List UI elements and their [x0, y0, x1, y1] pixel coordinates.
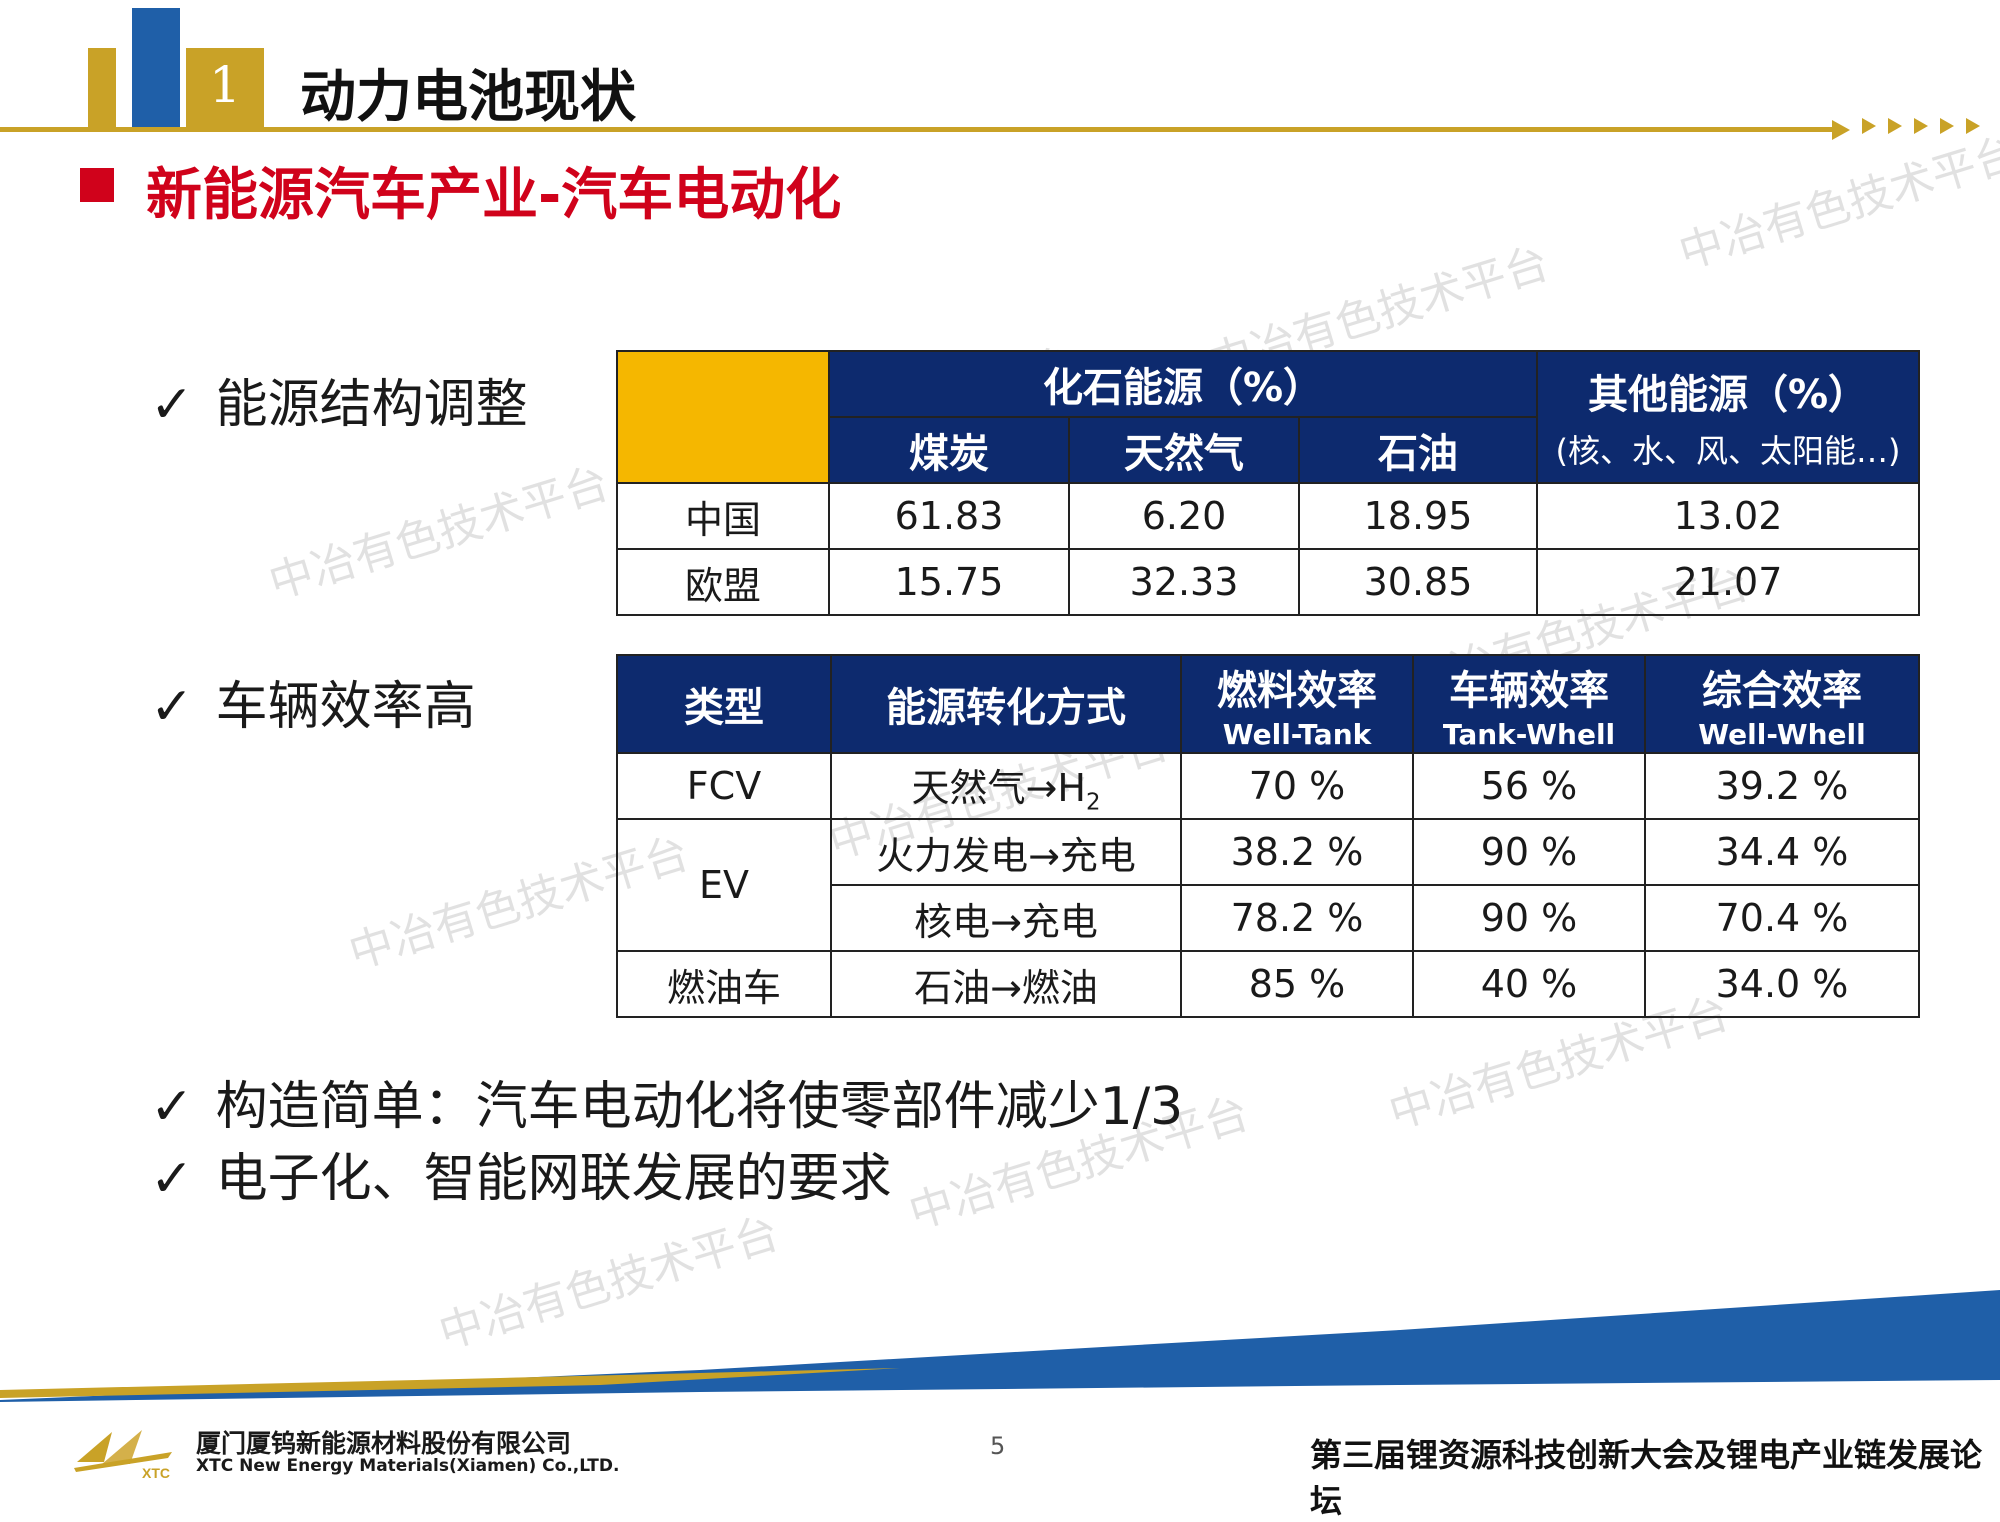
other-energy-title: 其他能源（%） — [1587, 372, 1869, 418]
check-icon: ✓ — [150, 1077, 194, 1137]
chevron-right-icon — [1914, 118, 1928, 134]
table-row: FCV 天然气→H2 70 % 56 % 39.2 % — [616, 752, 1920, 820]
table-cell: 石油→燃油 — [830, 950, 1182, 1018]
table-cell: 18.95 — [1297, 482, 1539, 550]
table-cell: 70 % — [1180, 752, 1414, 820]
method-header: 能源转化方式 — [830, 654, 1182, 754]
slide-subtitle: 新能源汽车产业-汽车电动化 — [146, 163, 842, 228]
footer-wave — [0, 1290, 2000, 1402]
row-label: EV — [616, 818, 832, 952]
subscript: 2 — [1085, 789, 1101, 816]
company-name-cn: 厦门厦钨新能源材料股份有限公司 — [196, 1429, 572, 1458]
table-cell: 40 % — [1412, 950, 1646, 1018]
header-subtitle: Tank-Whell — [1442, 717, 1616, 751]
table-cell: 34.4 % — [1644, 818, 1920, 886]
table-cell: 70.4 % — [1644, 884, 1920, 952]
chevron-right-icon — [1940, 118, 1954, 134]
arrow-head-icon — [1832, 120, 1850, 140]
fossil-energy-header: 化石能源（%） — [827, 350, 1539, 418]
table-cell: 火力发电→充电 — [830, 818, 1182, 886]
table-cell: 32.33 — [1068, 548, 1300, 616]
chevron-right-icon — [1888, 118, 1902, 134]
page-title: 动力电池现状 — [300, 65, 636, 130]
other-energy-note: (核、水、风、太阳能…) — [1555, 432, 1901, 470]
table-cell: 13.02 — [1536, 482, 1921, 550]
bullet-text: 电子化、智能网联发展的要求 — [215, 1149, 892, 1209]
row-label: 燃油车 — [616, 950, 832, 1018]
row-label: 中国 — [616, 482, 830, 550]
logo-text: XTC — [142, 1465, 170, 1481]
chevron-right-icon — [1862, 118, 1876, 134]
header-title: 综合效率 — [1702, 667, 1862, 714]
table-cell: 85 % — [1180, 950, 1414, 1018]
method-text: 天然气→H — [911, 765, 1086, 810]
company-logo-icon: XTC — [74, 1430, 172, 1481]
table-row: 欧盟 15.75 32.33 30.85 21.07 — [616, 548, 1921, 616]
table-cell: 天然气→H2 — [830, 752, 1182, 820]
total-efficiency-header: 综合效率 Well-Whell — [1644, 654, 1920, 754]
table-cell: 核电→充电 — [830, 884, 1182, 952]
row-label: 欧盟 — [616, 548, 830, 616]
table-row: 中国 61.83 6.20 18.95 13.02 — [616, 482, 1921, 550]
table-corner — [616, 350, 830, 484]
vehicle-efficiency-header: 车辆效率 Tank-Whell — [1412, 654, 1646, 754]
table-cell: 34.0 % — [1644, 950, 1920, 1018]
table-cell: 90 % — [1412, 818, 1646, 886]
table-row: 核电→充电 78.2 % 90 % 70.4 % — [617, 884, 1920, 952]
bullet-structure: ✓ 构造简单：汽车电动化将使零部件减少1/3 — [150, 1064, 1183, 1139]
header-subtitle: Well-Whell — [1698, 717, 1866, 751]
bullet-text: 能源结构调整 — [215, 375, 528, 435]
bullet-text: 车辆效率高 — [215, 677, 476, 737]
bullet-electronic: ✓ 电子化、智能网联发展的要求 — [150, 1136, 892, 1211]
bullet-vehicle: ✓ 车辆效率高 — [150, 664, 476, 739]
table-cell: 21.07 — [1536, 548, 1921, 616]
table-row: EV 火力发电→充电 38.2 % 90 % 34.4 % — [616, 818, 1920, 952]
header-bar-blue — [132, 8, 180, 130]
bullet-energy: ✓ 能源结构调整 — [150, 362, 528, 437]
header-title: 燃料效率 — [1217, 667, 1377, 714]
chevron-right-icon — [1966, 118, 1980, 134]
section-number: 1 — [209, 56, 241, 114]
table-cell: 6.20 — [1068, 482, 1300, 550]
row-label: FCV — [616, 752, 832, 820]
table-cell: 30.85 — [1297, 548, 1539, 616]
vehicle-efficiency-table: 类型 能源转化方式 燃料效率 Well-Tank 车辆效率 Tank-Whell… — [616, 654, 1920, 1018]
section-number-box — [186, 48, 264, 130]
table-cell: 38.2 % — [1180, 818, 1414, 886]
check-icon: ✓ — [150, 1149, 194, 1209]
other-energy-header: 其他能源（%） (核、水、风、太阳能…) — [1536, 350, 1921, 484]
fuel-efficiency-header: 燃料效率 Well-Tank — [1180, 654, 1414, 754]
company-name-en: XTC New Energy Materials(Xiamen) Co.,LTD… — [196, 1456, 620, 1476]
table-cell: 15.75 — [828, 548, 1070, 616]
header-title: 车辆效率 — [1449, 667, 1609, 714]
header-bar-gold — [88, 48, 116, 130]
energy-structure-table: 化石能源（%） 其他能源（%） (核、水、风、太阳能…) 煤炭 天然气 石油 中… — [616, 350, 1921, 616]
check-icon: ✓ — [150, 677, 194, 737]
table-cell: 78.2 % — [1180, 884, 1414, 952]
table-cell: 90 % — [1412, 884, 1646, 952]
page-number: 5 — [990, 1432, 1006, 1460]
header-divider — [0, 127, 1840, 132]
table-cell: 39.2 % — [1644, 752, 1920, 820]
table-row: 燃油车 石油→燃油 85 % 40 % 34.0 % — [616, 950, 1920, 1018]
column-header: 天然气 — [1068, 416, 1300, 484]
forum-title: 第三届锂资源科技创新大会及锂电产业链发展论坛 — [1310, 1436, 1983, 1520]
header-subtitle: Well-Tank — [1222, 717, 1372, 751]
type-header: 类型 — [616, 654, 832, 754]
watermark: 中冶有色技术平台 — [263, 457, 615, 610]
bullet-square-icon — [80, 168, 114, 202]
check-icon: ✓ — [150, 375, 194, 435]
column-header: 煤炭 — [828, 416, 1070, 484]
watermark: 中冶有色技术平台 — [1673, 127, 2000, 280]
table-cell: 56 % — [1412, 752, 1646, 820]
column-header: 石油 — [1297, 416, 1539, 484]
bullet-text: 构造简单：汽车电动化将使零部件减少1/3 — [215, 1077, 1184, 1137]
table-cell: 61.83 — [828, 482, 1070, 550]
